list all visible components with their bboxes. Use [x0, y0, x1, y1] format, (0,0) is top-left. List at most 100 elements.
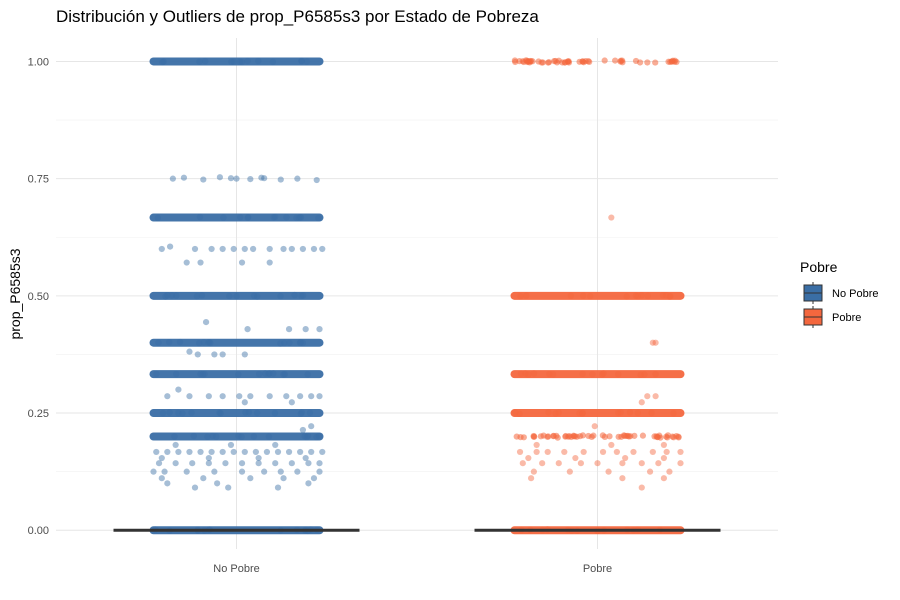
data-point — [281, 339, 288, 347]
data-point — [244, 214, 251, 221]
data-point — [599, 448, 607, 456]
data-point — [199, 371, 207, 378]
data-point — [241, 448, 248, 456]
data-point — [255, 57, 262, 65]
data-point — [652, 59, 659, 66]
data-point — [188, 409, 195, 416]
data-point — [247, 475, 254, 482]
data-point — [183, 468, 190, 475]
data-point — [297, 393, 304, 400]
data-point — [315, 432, 323, 440]
data-point — [310, 245, 318, 253]
data-point — [154, 214, 161, 222]
data-point — [639, 432, 647, 439]
data-point — [247, 393, 254, 400]
data-point — [159, 409, 167, 417]
data-point — [205, 454, 212, 462]
data-point — [186, 448, 193, 456]
data-point — [211, 468, 218, 475]
data-point — [638, 484, 645, 491]
data-point — [294, 175, 301, 182]
data-point — [230, 448, 237, 456]
data-point — [579, 410, 586, 417]
data-point — [280, 245, 287, 253]
data-point — [227, 175, 235, 182]
data-point — [545, 409, 552, 416]
data-point — [617, 409, 624, 416]
data-point — [233, 175, 240, 182]
data-point — [660, 441, 668, 449]
data-point — [250, 433, 258, 440]
data-point — [236, 393, 243, 400]
data-point — [298, 57, 305, 65]
data-point — [652, 370, 659, 378]
y-axis-title: prop_P6585s3 — [7, 248, 23, 339]
data-point — [634, 409, 641, 417]
data-point — [189, 460, 196, 467]
data-point — [245, 409, 253, 416]
data-point — [219, 393, 226, 400]
data-point — [594, 460, 601, 467]
data-point — [652, 393, 659, 400]
data-point — [280, 371, 287, 378]
data-point — [233, 292, 240, 300]
data-point — [670, 410, 677, 417]
data-point — [299, 292, 307, 299]
data-point — [539, 460, 546, 467]
data-point — [217, 410, 224, 417]
data-point — [644, 393, 651, 400]
data-point — [308, 448, 315, 456]
data-point — [255, 454, 262, 462]
data-point — [258, 174, 265, 181]
data-point — [302, 326, 309, 333]
data-point — [528, 475, 535, 482]
data-point — [291, 291, 298, 299]
data-point — [652, 339, 659, 346]
data-point — [655, 460, 662, 467]
data-point — [524, 371, 532, 378]
data-point — [176, 338, 184, 346]
data-point — [605, 468, 612, 475]
data-point — [561, 448, 568, 456]
data-point — [172, 441, 179, 449]
data-point — [172, 460, 179, 467]
data-point — [644, 292, 651, 300]
data-point — [274, 484, 282, 491]
data-point — [191, 245, 199, 253]
data-point — [577, 460, 585, 467]
data-point — [288, 460, 295, 467]
data-point — [530, 468, 537, 475]
legend-item: Pobre — [803, 306, 861, 328]
data-point — [201, 57, 209, 65]
data-point — [533, 441, 540, 449]
data-point — [161, 468, 168, 475]
data-point — [220, 214, 227, 221]
data-point — [265, 433, 273, 440]
data-point — [252, 448, 259, 456]
data-point — [208, 448, 215, 456]
series-pobre — [474, 57, 721, 535]
data-point — [313, 176, 320, 184]
data-point — [566, 433, 573, 440]
data-point — [238, 468, 246, 475]
y-tick-label: 0.75 — [28, 174, 49, 186]
data-point — [637, 371, 644, 379]
data-point — [527, 58, 534, 65]
data-point — [198, 292, 206, 299]
data-point — [525, 454, 532, 462]
data-point — [599, 432, 606, 439]
data-point — [155, 460, 163, 467]
data-point — [153, 448, 160, 456]
data-point — [191, 484, 199, 491]
data-point — [297, 410, 304, 417]
x-tick-label: No Pobre — [213, 563, 259, 575]
data-point — [200, 339, 208, 346]
data-point — [533, 448, 540, 456]
plot-area — [113, 57, 721, 535]
data-point — [175, 448, 182, 456]
chart-title: Distribución y Outliers de prop_P6585s3 … — [56, 7, 539, 26]
data-point — [677, 448, 684, 456]
data-point — [204, 433, 211, 441]
data-point — [244, 57, 251, 65]
data-point — [274, 448, 282, 456]
